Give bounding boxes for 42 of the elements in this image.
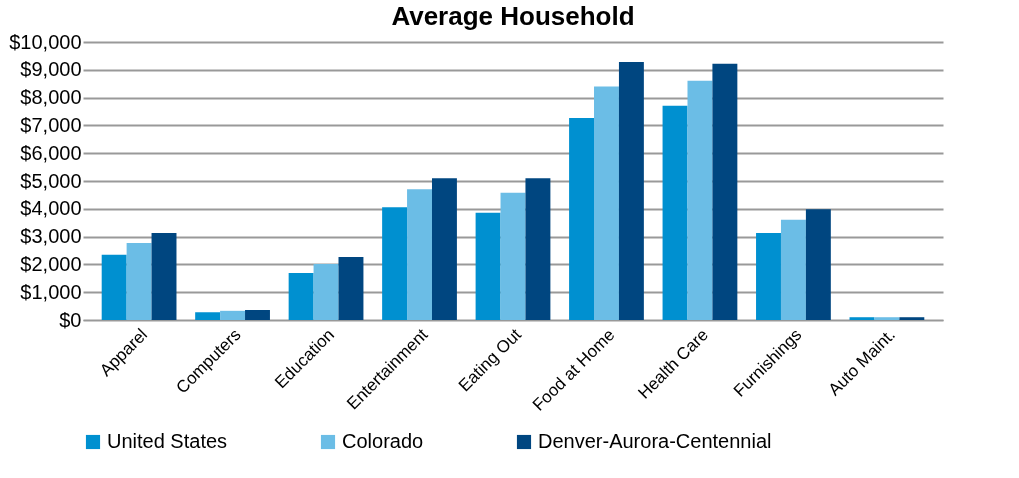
bar (313, 264, 339, 320)
y-tick-label: $9,000 (20, 58, 82, 81)
legend-label: Colorado (342, 430, 424, 452)
bar (849, 317, 875, 320)
bar (475, 212, 501, 320)
bar (756, 232, 781, 320)
bar (712, 63, 738, 320)
y-tick-label: $7,000 (20, 113, 82, 136)
y-tick-label: $4,000 (20, 197, 82, 220)
bar (899, 317, 925, 320)
bar (874, 317, 900, 320)
bar (594, 86, 619, 320)
bar (338, 256, 364, 320)
bar (780, 219, 806, 320)
y-tick-label: $2,000 (20, 252, 82, 275)
bar (220, 310, 246, 320)
y-tick-label: $1,000 (20, 280, 82, 303)
bar (195, 312, 221, 320)
chart-title: Average Household (391, 1, 635, 31)
bar (245, 309, 270, 320)
bar (525, 178, 551, 320)
legend-label: United States (107, 430, 228, 452)
bar (382, 207, 408, 320)
y-tick-label: $8,000 (20, 86, 82, 109)
y-tick-label: $5,000 (20, 169, 82, 192)
y-tick-label: $6,000 (20, 141, 82, 164)
bar (101, 254, 127, 320)
bar (618, 62, 644, 320)
bar (288, 273, 314, 320)
legend-label: Denver-Aurora-Centennial (538, 430, 772, 452)
bar (151, 232, 177, 320)
bar (687, 80, 713, 320)
bar (431, 178, 457, 320)
y-tick-label: $10,000 (9, 30, 82, 53)
bar (500, 192, 526, 320)
bar (805, 209, 831, 320)
y-tick-label: $3,000 (20, 225, 82, 248)
bar (126, 242, 152, 320)
bar (407, 189, 432, 320)
y-tick-label: $0 (59, 308, 82, 331)
bar (569, 117, 595, 320)
bar (662, 105, 688, 320)
